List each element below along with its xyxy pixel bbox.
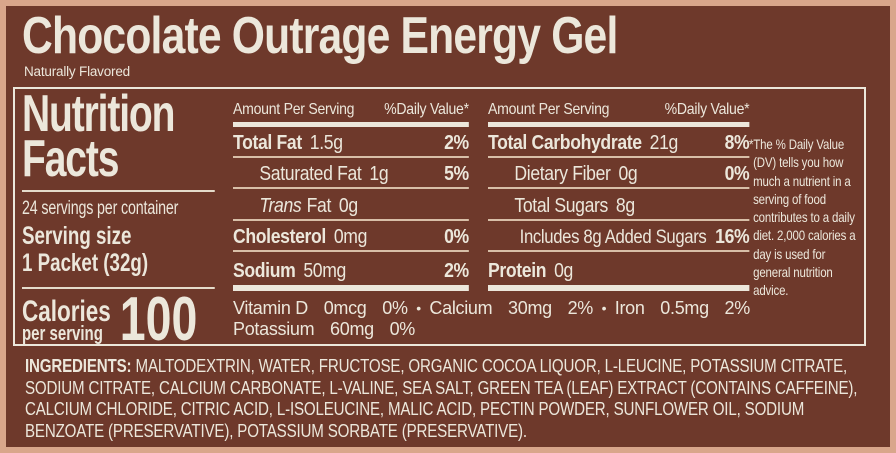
nutrient-daily-value: 5% (444, 163, 469, 185)
nutrient-row-total-fat: Total Fat 1.5g 2% (233, 130, 469, 158)
micronutrients-line-1: Vitamin D 0mcg 0% • Calcium 30mg 2% • Ir… (233, 298, 750, 318)
ingredients-text: MALTODEXTRIN, WATER, FRUCTOSE, ORGANIC C… (25, 356, 858, 441)
nutrient-label: Cholesterol (233, 226, 326, 248)
nutrient-label: Total Sugars (514, 195, 609, 217)
serving-size-value: 1 Packet (32g) (22, 249, 149, 277)
nutrient-label: Total Fat (233, 132, 302, 154)
nutrition-facts-panel: Nutrition Facts 24 servings per containe… (13, 85, 866, 354)
micronutrient-name: Vitamin D (233, 298, 308, 318)
nutrient-label: Fat (306, 195, 332, 217)
calories-row: Calories per serving 100 (22, 285, 255, 354)
column-header-amount: Amount Per Serving (233, 101, 355, 118)
calories-value: 100 (119, 285, 198, 354)
column-header-daily-value: %Daily Value* (384, 101, 469, 118)
nutrient-amount: 1g (369, 163, 389, 185)
divider-rule (22, 190, 215, 192)
thick-divider-bar (488, 285, 750, 291)
nutrient-label: Saturated Fat (259, 163, 362, 185)
micronutrient-iron: Iron 0.5mg 2% (615, 298, 750, 318)
column-header: Amount Per Serving %Daily Value* (488, 101, 750, 119)
micronutrient-daily-value: 2% (724, 298, 751, 318)
micronutrient-daily-value: 2% (567, 298, 594, 318)
nutrient-row-saturated-fat: Saturated Fat 1g 5% (233, 161, 469, 189)
nutrient-row-protein: Protein 0g (488, 256, 749, 284)
micronutrient-amount: 0mcg (323, 298, 367, 318)
nutrient-row-dietary-fiber: Dietary Fiber 0g 0% (488, 161, 750, 189)
ingredients-section: INGREDIENTS: MALTODEXTRIN, WATER, FRUCTOS… (25, 356, 873, 442)
calories-sublabel: per serving (22, 323, 103, 345)
micronutrient-amount: 30mg (508, 298, 552, 318)
nutrient-label: Protein (488, 260, 547, 282)
thick-divider-bar (488, 122, 750, 127)
bullet-separator: • (416, 300, 421, 316)
nutrient-daily-value: 8% (724, 132, 750, 154)
nutrient-amount: 8g (615, 195, 635, 217)
nutrient-label: Dietary Fiber (514, 163, 611, 185)
nutrient-amount: 50mg (303, 260, 346, 282)
column-header-amount: Amount Per Serving (488, 101, 610, 118)
micronutrient-name: Calcium (429, 298, 493, 318)
micronutrient-name: Iron (614, 298, 645, 318)
nutrient-daily-value: 2% (444, 260, 469, 282)
thick-divider-bar (233, 285, 469, 291)
micronutrient-daily-value: 0% (382, 298, 408, 318)
nutrient-label: Total Carbohydrate (488, 132, 642, 154)
nutrient-label-italic: Trans (259, 195, 302, 217)
serving-size-label: Serving size (22, 222, 132, 250)
micronutrient-vitamin-d: Vitamin D 0mcg 0% (233, 298, 408, 318)
nutrient-row-total-sugars: Total Sugars 8g (488, 193, 750, 221)
ingredients-label: INGREDIENTS: (25, 356, 132, 376)
nutrition-facts-title: Nutrition Facts (22, 85, 255, 188)
nutrition-facts-block: Nutrition Facts 24 servings per containe… (22, 85, 255, 354)
nutrient-row-total-carbohydrate: Total Carbohydrate 21g 8% (488, 130, 750, 158)
nutrient-amount: 0g (618, 163, 638, 185)
nutrient-amount: 0mg (333, 226, 368, 248)
daily-value-footnote: *The % Daily Value (DV) tells you how mu… (749, 136, 856, 299)
nutrient-amount: 0g (554, 260, 573, 282)
micronutrient-calcium: Calcium 30mg 2% (429, 298, 593, 318)
calories-labels: Calories per serving (22, 295, 111, 345)
column-header-daily-value: %Daily Value* (664, 101, 750, 118)
thick-divider-bar (233, 122, 469, 127)
nutrient-row-sodium: Sodium 50mg 2% (233, 256, 469, 284)
nutrient-label: Sodium (233, 260, 296, 282)
calories-label: Calories (22, 295, 111, 328)
micronutrients-line-2: Potassium 60mg 0% (233, 319, 750, 339)
micronutrient-daily-value: 0% (389, 319, 416, 339)
micronutrient-name: Potassium (233, 319, 315, 339)
nutrient-row-cholesterol: Cholesterol 0mg 0% (233, 224, 469, 252)
micronutrient-amount: 60mg (330, 319, 374, 339)
nutrient-row-added-sugars: Includes 8g Added Sugars 16% (488, 224, 750, 252)
nutrient-amount: 1.5g (309, 132, 343, 154)
servings-per-container: 24 servings per container (22, 198, 179, 219)
divider-rule (22, 287, 215, 289)
micronutrient-potassium: Potassium 60mg 0% (233, 319, 415, 339)
nutrient-daily-value: 0% (724, 163, 750, 185)
nutrient-amount: 0g (338, 195, 358, 217)
nutrient-amount: 21g (649, 132, 679, 154)
nutrition-facts-title-line1: Nutrition (22, 85, 175, 143)
nutrient-daily-value: 16% (715, 226, 750, 248)
nutrition-facts-title-line2: Facts (22, 130, 119, 188)
product-title: Chocolate Outrage Energy Gel (22, 7, 618, 65)
micronutrients-section: Vitamin D 0mcg 0% • Calcium 30mg 2% • Ir… (233, 298, 750, 339)
nutrient-daily-value: 2% (444, 132, 469, 154)
micronutrient-amount: 0.5mg (660, 298, 709, 318)
column-header: Amount Per Serving %Daily Value* (233, 101, 469, 119)
nutrient-label: Includes 8g Added Sugars (519, 227, 707, 248)
nutrient-row-trans-fat: Trans Fat 0g (233, 193, 469, 221)
nutrient-daily-value: 0% (444, 226, 469, 248)
bullet-separator: • (601, 300, 607, 316)
product-subtitle: Naturally Flavored (24, 64, 130, 79)
